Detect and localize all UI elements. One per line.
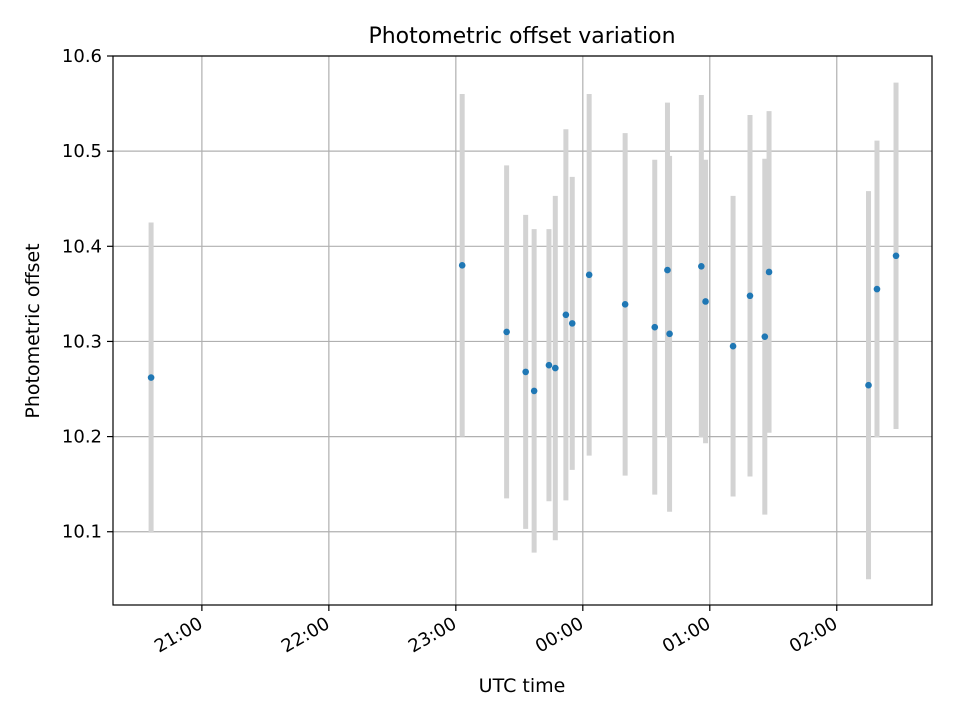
data-point (746, 292, 754, 300)
data-point (562, 311, 570, 319)
data-point (702, 298, 709, 305)
y-axis-ticks: 10.1 10.2 10.3 10.4 10.5 10.6 (62, 46, 113, 543)
data-point (761, 333, 769, 340)
data-point (651, 323, 659, 331)
data-point (585, 271, 593, 279)
plot-frame (112, 55, 933, 606)
grid (113, 55, 932, 605)
data-point (865, 381, 872, 389)
y-tick-label: 10.1 (62, 522, 102, 543)
data-point (530, 387, 538, 395)
data-point (621, 301, 629, 308)
y-tick-label: 10.2 (62, 427, 102, 448)
data-point (545, 361, 553, 369)
data-point (503, 328, 510, 336)
y-tick-label: 10.4 (62, 236, 102, 257)
data-point (147, 374, 155, 381)
data-point (729, 342, 737, 350)
data-point (664, 266, 671, 274)
data-point (666, 330, 673, 338)
data-points (147, 252, 900, 395)
y-tick-label: 10.6 (62, 46, 102, 67)
x-axis-label: UTC time (479, 675, 566, 697)
data-point (458, 262, 466, 269)
data-point (568, 320, 576, 327)
plot-area (113, 56, 932, 605)
y-tick-label: 10.3 (62, 331, 102, 352)
data-point (873, 285, 881, 293)
data-point (522, 368, 529, 376)
y-tick-label: 10.5 (62, 141, 102, 162)
data-point (892, 252, 900, 260)
y-axis-label: Photometric offset (22, 243, 44, 418)
data-point (698, 262, 705, 270)
data-point (552, 364, 559, 372)
data-point (765, 268, 773, 276)
chart-title: Photometric offset variation (368, 24, 675, 49)
